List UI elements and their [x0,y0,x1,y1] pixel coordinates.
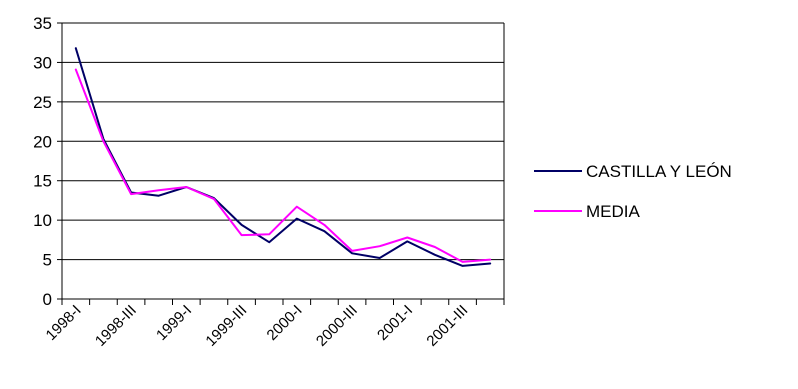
x-tick-label: 2000-I [264,302,306,344]
y-tick-label: 0 [43,290,52,309]
y-tick-label: 25 [33,93,52,112]
x-tick-label: 1998-III [92,302,140,350]
x-tick-label: 1999-I [153,302,195,344]
y-tick-label: 15 [33,172,52,191]
legend-label: CASTILLA Y LEÓN [586,162,732,181]
series-line-castilla-y-leon [74,47,492,267]
y-tick-label: 5 [43,251,52,270]
axes [57,22,505,305]
x-tick-label: 2001-III [423,302,471,350]
x-tick-labels: 1998-I 1998-III 1999-I 1999-III 2000-I 2000-I… [43,302,472,350]
gridlines [62,22,504,261]
y-tick-label: 20 [33,132,52,151]
legend-label: MEDIA [586,202,641,221]
y-tick-label: 35 [33,14,52,33]
y-tick-label: 10 [33,211,52,230]
series-line-media [74,68,492,263]
x-tick-label: 1999-III [202,302,250,350]
x-tick-label: 2000-III [313,302,361,350]
series-lines [74,47,492,267]
legend: CASTILLA Y LEÓN MEDIA [534,162,732,221]
y-tick-labels: 0 5 10 15 20 25 30 35 [33,14,52,309]
y-tick-label: 30 [33,53,52,72]
x-tick-label: 2001-I [374,302,416,344]
